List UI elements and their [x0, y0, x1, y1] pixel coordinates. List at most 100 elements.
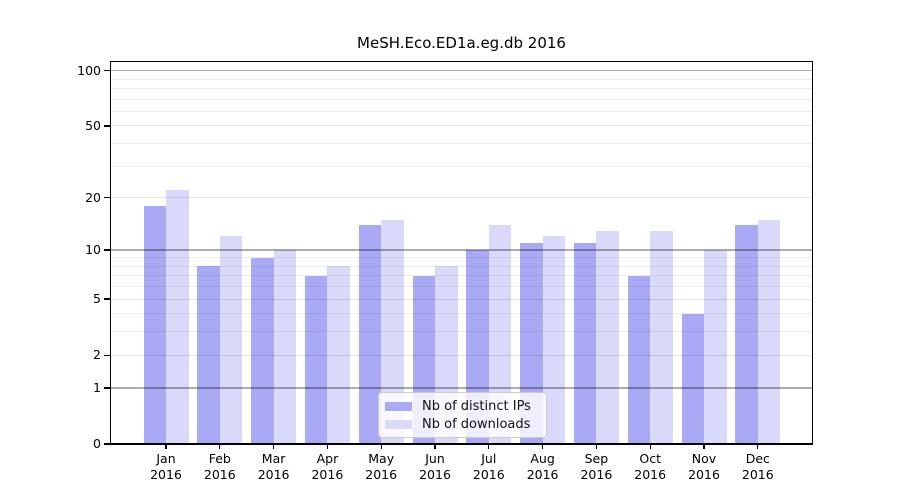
left-spine: [109, 62, 111, 446]
bar-distinct-ips-mar: [251, 257, 274, 444]
x-tick-label-jul: Jul 2016: [459, 451, 519, 483]
x-tick-year-nov: 2016: [688, 467, 720, 482]
gridline-y-5: [111, 298, 812, 300]
x-tick-label-feb: Feb 2016: [190, 451, 250, 483]
x-tick-month-mar: Mar: [261, 451, 286, 466]
legend: Nb of distinct IPs Nb of downloads: [378, 392, 547, 438]
y-tick-label-100: 100: [77, 62, 101, 78]
legend-item-downloads: Nb of downloads: [385, 417, 538, 432]
bottom-spine: [109, 443, 814, 445]
y-tick-label-10: 10: [85, 242, 101, 257]
x-tick-label-aug: Aug 2016: [513, 451, 573, 483]
right-spine: [812, 62, 814, 446]
x-tick-month-dec: Dec: [745, 451, 770, 466]
bar-distinct-ips-apr: [304, 275, 328, 444]
y-tick-1: [104, 387, 110, 389]
y-tick-label-2: 2: [93, 347, 101, 363]
x-tick-label-nov: Nov 2016: [674, 451, 734, 483]
x-tick-sep: [595, 444, 597, 449]
y-tick-5: [104, 298, 110, 300]
x-tick-year-mar: 2016: [257, 467, 290, 482]
bar-distinct-ips-sep: [573, 242, 597, 444]
bar-downloads-feb: [219, 236, 243, 444]
y-tick-2: [104, 354, 110, 356]
x-tick-month-jun: Jun: [425, 451, 445, 466]
x-tick-label-jun: Jun 2016: [405, 451, 465, 483]
legend-item-distinct-ips: Nb of distinct IPs: [385, 399, 538, 414]
y-tick-10: [104, 249, 110, 251]
legend-label-distinct-ips: Nb of distinct IPs: [422, 398, 531, 414]
y-tick-label-0: 0: [93, 436, 101, 451]
x-tick-month-apr: Apr: [316, 451, 339, 466]
gridline-y-80: [111, 87, 812, 89]
y-tick-50: [104, 125, 110, 127]
x-tick-month-sep: Sep: [584, 451, 609, 466]
y-tick-100: [104, 70, 110, 72]
x-tick-year-dec: 2016: [741, 467, 774, 482]
x-tick-year-aug: 2016: [526, 467, 559, 482]
x-tick-aug: [542, 444, 544, 449]
x-tick-month-jan: Jan: [156, 451, 176, 466]
y-tick-20: [104, 197, 110, 199]
bar-distinct-ips-nov: [681, 313, 704, 444]
bar-downloads-apr: [327, 266, 350, 444]
bar-distinct-ips-dec: [735, 224, 758, 444]
x-tick-month-may: May: [368, 451, 395, 466]
y-tick-label-50: 50: [85, 117, 101, 133]
x-tick-label-jan: Jan 2016: [136, 451, 196, 483]
x-tick-year-may: 2016: [365, 467, 398, 482]
x-tick-month-jul: Jul: [481, 451, 497, 466]
x-tick-month-oct: Oct: [639, 451, 661, 466]
x-tick-label-may: May 2016: [351, 451, 411, 483]
x-tick-jun: [434, 444, 436, 449]
gridline-y-9: [111, 257, 812, 259]
chart-title: MeSH.Eco.ED1a.eg.db 2016: [357, 34, 566, 52]
x-tick-year-jul: 2016: [472, 467, 505, 482]
x-tick-month-feb: Feb: [208, 451, 231, 466]
y-tick-0: [104, 443, 110, 445]
gridline-y-70: [111, 98, 812, 100]
legend-swatch-downloads: [385, 419, 412, 429]
x-tick-feb: [219, 444, 221, 449]
x-tick-may: [380, 444, 382, 449]
y-tick-label-1: 1: [93, 379, 101, 395]
x-tick-label-oct: Oct 2016: [620, 451, 680, 483]
bar-downloads-dec: [757, 219, 781, 444]
x-tick-label-sep: Sep 2016: [566, 451, 626, 483]
x-tick-mar: [273, 444, 275, 449]
x-tick-jan: [165, 444, 167, 449]
bar-distinct-ips-feb: [197, 266, 220, 444]
x-tick-month-aug: Aug: [530, 451, 555, 466]
x-tick-year-jun: 2016: [419, 467, 451, 482]
gridline-y-2: [111, 354, 812, 356]
legend-swatch-distinct-ips: [385, 401, 412, 411]
x-tick-apr: [326, 444, 328, 449]
gridline-y-8: [111, 265, 812, 267]
x-tick-label-dec: Dec 2016: [728, 451, 788, 483]
top-spine: [109, 60, 814, 62]
x-tick-month-nov: Nov: [691, 451, 717, 466]
gridline-y-4: [111, 313, 812, 315]
x-tick-year-apr: 2016: [311, 467, 344, 482]
x-tick-jul: [488, 444, 490, 449]
bar-downloads-oct: [650, 230, 673, 444]
y-tick-label-5: 5: [93, 291, 101, 307]
x-tick-label-mar: Mar 2016: [244, 451, 304, 483]
x-tick-year-feb: 2016: [203, 467, 236, 482]
gridline-y-7: [111, 275, 812, 277]
legend-label-downloads: Nb of downloads: [422, 416, 531, 432]
gridline-y-40: [111, 143, 812, 145]
gridline-y-50: [111, 125, 812, 127]
gridline-y-30: [111, 165, 812, 167]
bar-distinct-ips-jan: [143, 205, 166, 444]
gridline-y-3: [111, 331, 812, 333]
bar-downloads-mar: [273, 250, 297, 444]
x-tick-year-sep: 2016: [580, 467, 613, 482]
x-tick-label-apr: Apr 2016: [297, 451, 357, 483]
x-tick-oct: [649, 444, 651, 449]
bar-distinct-ips-oct: [627, 275, 651, 444]
gridline-y-1: [111, 387, 812, 389]
y-tick-label-20: 20: [85, 189, 101, 205]
x-tick-year-oct: 2016: [634, 467, 667, 482]
